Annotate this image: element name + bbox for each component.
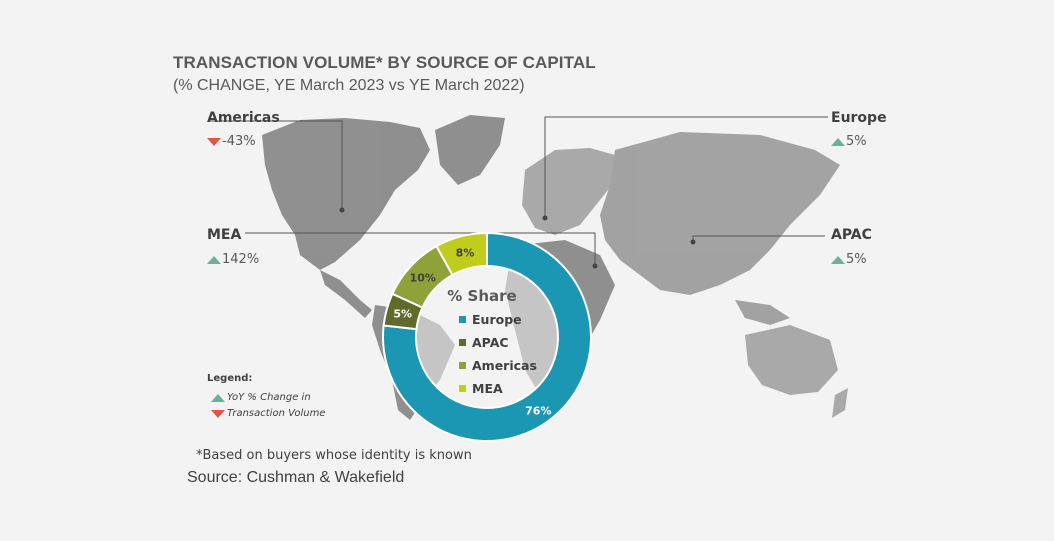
slice-mea [435,231,488,277]
region-europe-change: 5% [831,134,867,149]
legend-entry-europe: Europe [472,312,522,327]
chart-title: TRANSACTION VOLUME* BY SOURCE OF CAPITAL [173,53,596,72]
legend-swatch-mea [459,385,466,392]
region-apac-change: 5% [831,252,867,267]
footnote: *Based on buyers whose identity is known [196,448,472,463]
region-americas-change: -43% [207,134,256,149]
up-triangle-icon [211,393,225,402]
region-mea-change: 142% [207,252,259,267]
central-america-shape [320,270,372,318]
down-triangle-icon [211,409,225,418]
region-apac-value: 5% [846,252,867,267]
se-asia-shape [735,300,790,325]
chart-subtitle: (% CHANGE, YE March 2023 vs YE March 202… [173,77,525,94]
slice-label-europe: 76% [525,404,551,417]
legend-entry-americas: Americas [472,358,537,373]
up-triangle-icon [831,137,845,146]
legend-entry-mea: MEA [472,381,503,396]
region-apac-name: APAC [831,227,872,243]
australia-shape [745,325,838,395]
mea-leader-line [245,232,596,266]
slice-label-mea: 8% [456,246,475,259]
mea-marker [592,263,598,269]
legend-swatch-apac [459,339,466,346]
legend-down-row: Transaction Volume [211,408,325,419]
region-americas-name: Americas [207,110,280,126]
region-europe-value: 5% [846,134,867,149]
slice-label-apac: 5% [393,308,412,321]
region-mea-value: 142% [222,252,260,267]
americas-leader-line [208,120,343,210]
share-donut-chart: 76% 5% 10% 8% % Share Europe APAC Americas MEA [382,231,592,442]
europe-marker [542,215,548,221]
americas-marker [339,207,345,213]
europe-leader-line [544,116,828,218]
slice-label-americas: 10% [410,272,436,285]
down-triangle-icon [207,137,221,146]
legend-entry-apac: APAC [472,335,509,350]
source-credit: Source: Cushman & Wakefield [187,469,405,486]
donut-title: % Share [447,287,516,305]
new-zealand-shape [832,388,848,418]
north-america-shape [262,118,430,270]
region-americas-value: -43% [222,134,256,149]
up-triangle-icon [207,255,221,264]
region-mea-name: MEA [207,227,242,243]
legend-title: Legend: [207,373,253,384]
legend-swatch-americas [459,362,466,369]
legend-up-row: YoY % Change in [211,392,311,403]
apac-marker [690,239,696,245]
asia-shape [600,132,840,295]
up-triangle-icon [831,255,845,264]
greenland-shape [435,115,505,185]
legend-swatch-europe [459,316,466,323]
legend-down-label: Transaction Volume [227,408,326,419]
legend-up-label: YoY % Change in [227,392,311,403]
slice-europe [382,231,592,442]
europe-shape [522,148,620,235]
donut-center [416,266,558,408]
region-europe-name: Europe [831,110,887,126]
